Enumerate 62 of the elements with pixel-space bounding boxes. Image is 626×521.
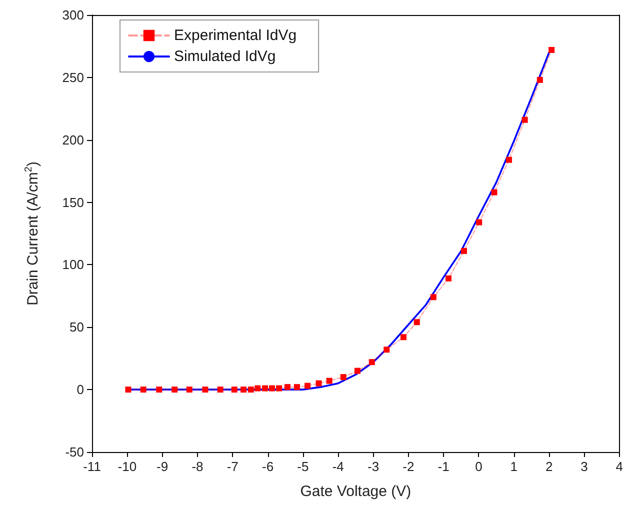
x-tick-label: -9 [156,459,168,474]
point [400,334,407,340]
point [125,386,132,393]
x-tick-label: 4 [616,459,623,474]
point [460,248,467,254]
point [240,386,247,393]
point [269,385,276,392]
x-tick-label: -1 [438,459,450,474]
point [522,116,528,123]
point [202,386,208,393]
point [326,378,332,384]
point [254,385,261,392]
x-tick-label: -3 [367,459,380,474]
point [217,386,224,393]
x-tick-label: -6 [262,459,274,474]
point [368,359,375,366]
point [276,385,282,392]
point [316,380,322,386]
point [491,189,498,196]
point [156,386,162,393]
y-tick-label: 200 [62,132,84,148]
point [384,346,390,353]
x-tick-label: 0 [475,459,482,474]
point [231,386,238,393]
x-tick-label: -10 [118,459,137,474]
x-tick-label: -2 [402,459,414,474]
point [294,384,300,390]
point [284,384,290,390]
point [430,294,436,300]
x-tick-label: -4 [332,459,344,474]
x-tick-label: 3 [580,459,588,474]
point [172,386,178,393]
x-tick-label: -5 [297,459,309,474]
x-axis-title: Gate Voltage (V) [300,483,412,500]
point [446,275,452,282]
point [340,374,346,380]
x-tick-label: 2 [545,459,553,474]
point [548,46,555,53]
point [414,319,420,326]
y-tick-label: 300 [62,8,84,22]
y-axis-title: Drain Current (A/cm2) [24,162,42,306]
x-tick-label: 1 [510,459,518,474]
point [536,76,543,83]
point [506,156,512,163]
point [140,386,146,393]
y-tick-label: 250 [62,70,84,85]
y-tick-label: 100 [62,257,84,272]
x-tick-label: -11 [83,459,101,474]
x-tick-label: -8 [192,459,204,474]
point [304,382,311,389]
y-tick-label: 150 [62,194,84,210]
y-tick-label: 0 [76,382,84,398]
x-tick-label: -7 [226,459,238,474]
legend-label: Simulated IdVg [174,48,276,65]
legend-label: Experimental IdVg [174,27,297,44]
y-tick-label: -50 [65,444,84,460]
point [186,386,192,393]
point [354,368,360,374]
point [262,385,268,392]
y-tick-label: 50 [70,320,84,335]
point [476,219,482,226]
point [248,386,254,393]
